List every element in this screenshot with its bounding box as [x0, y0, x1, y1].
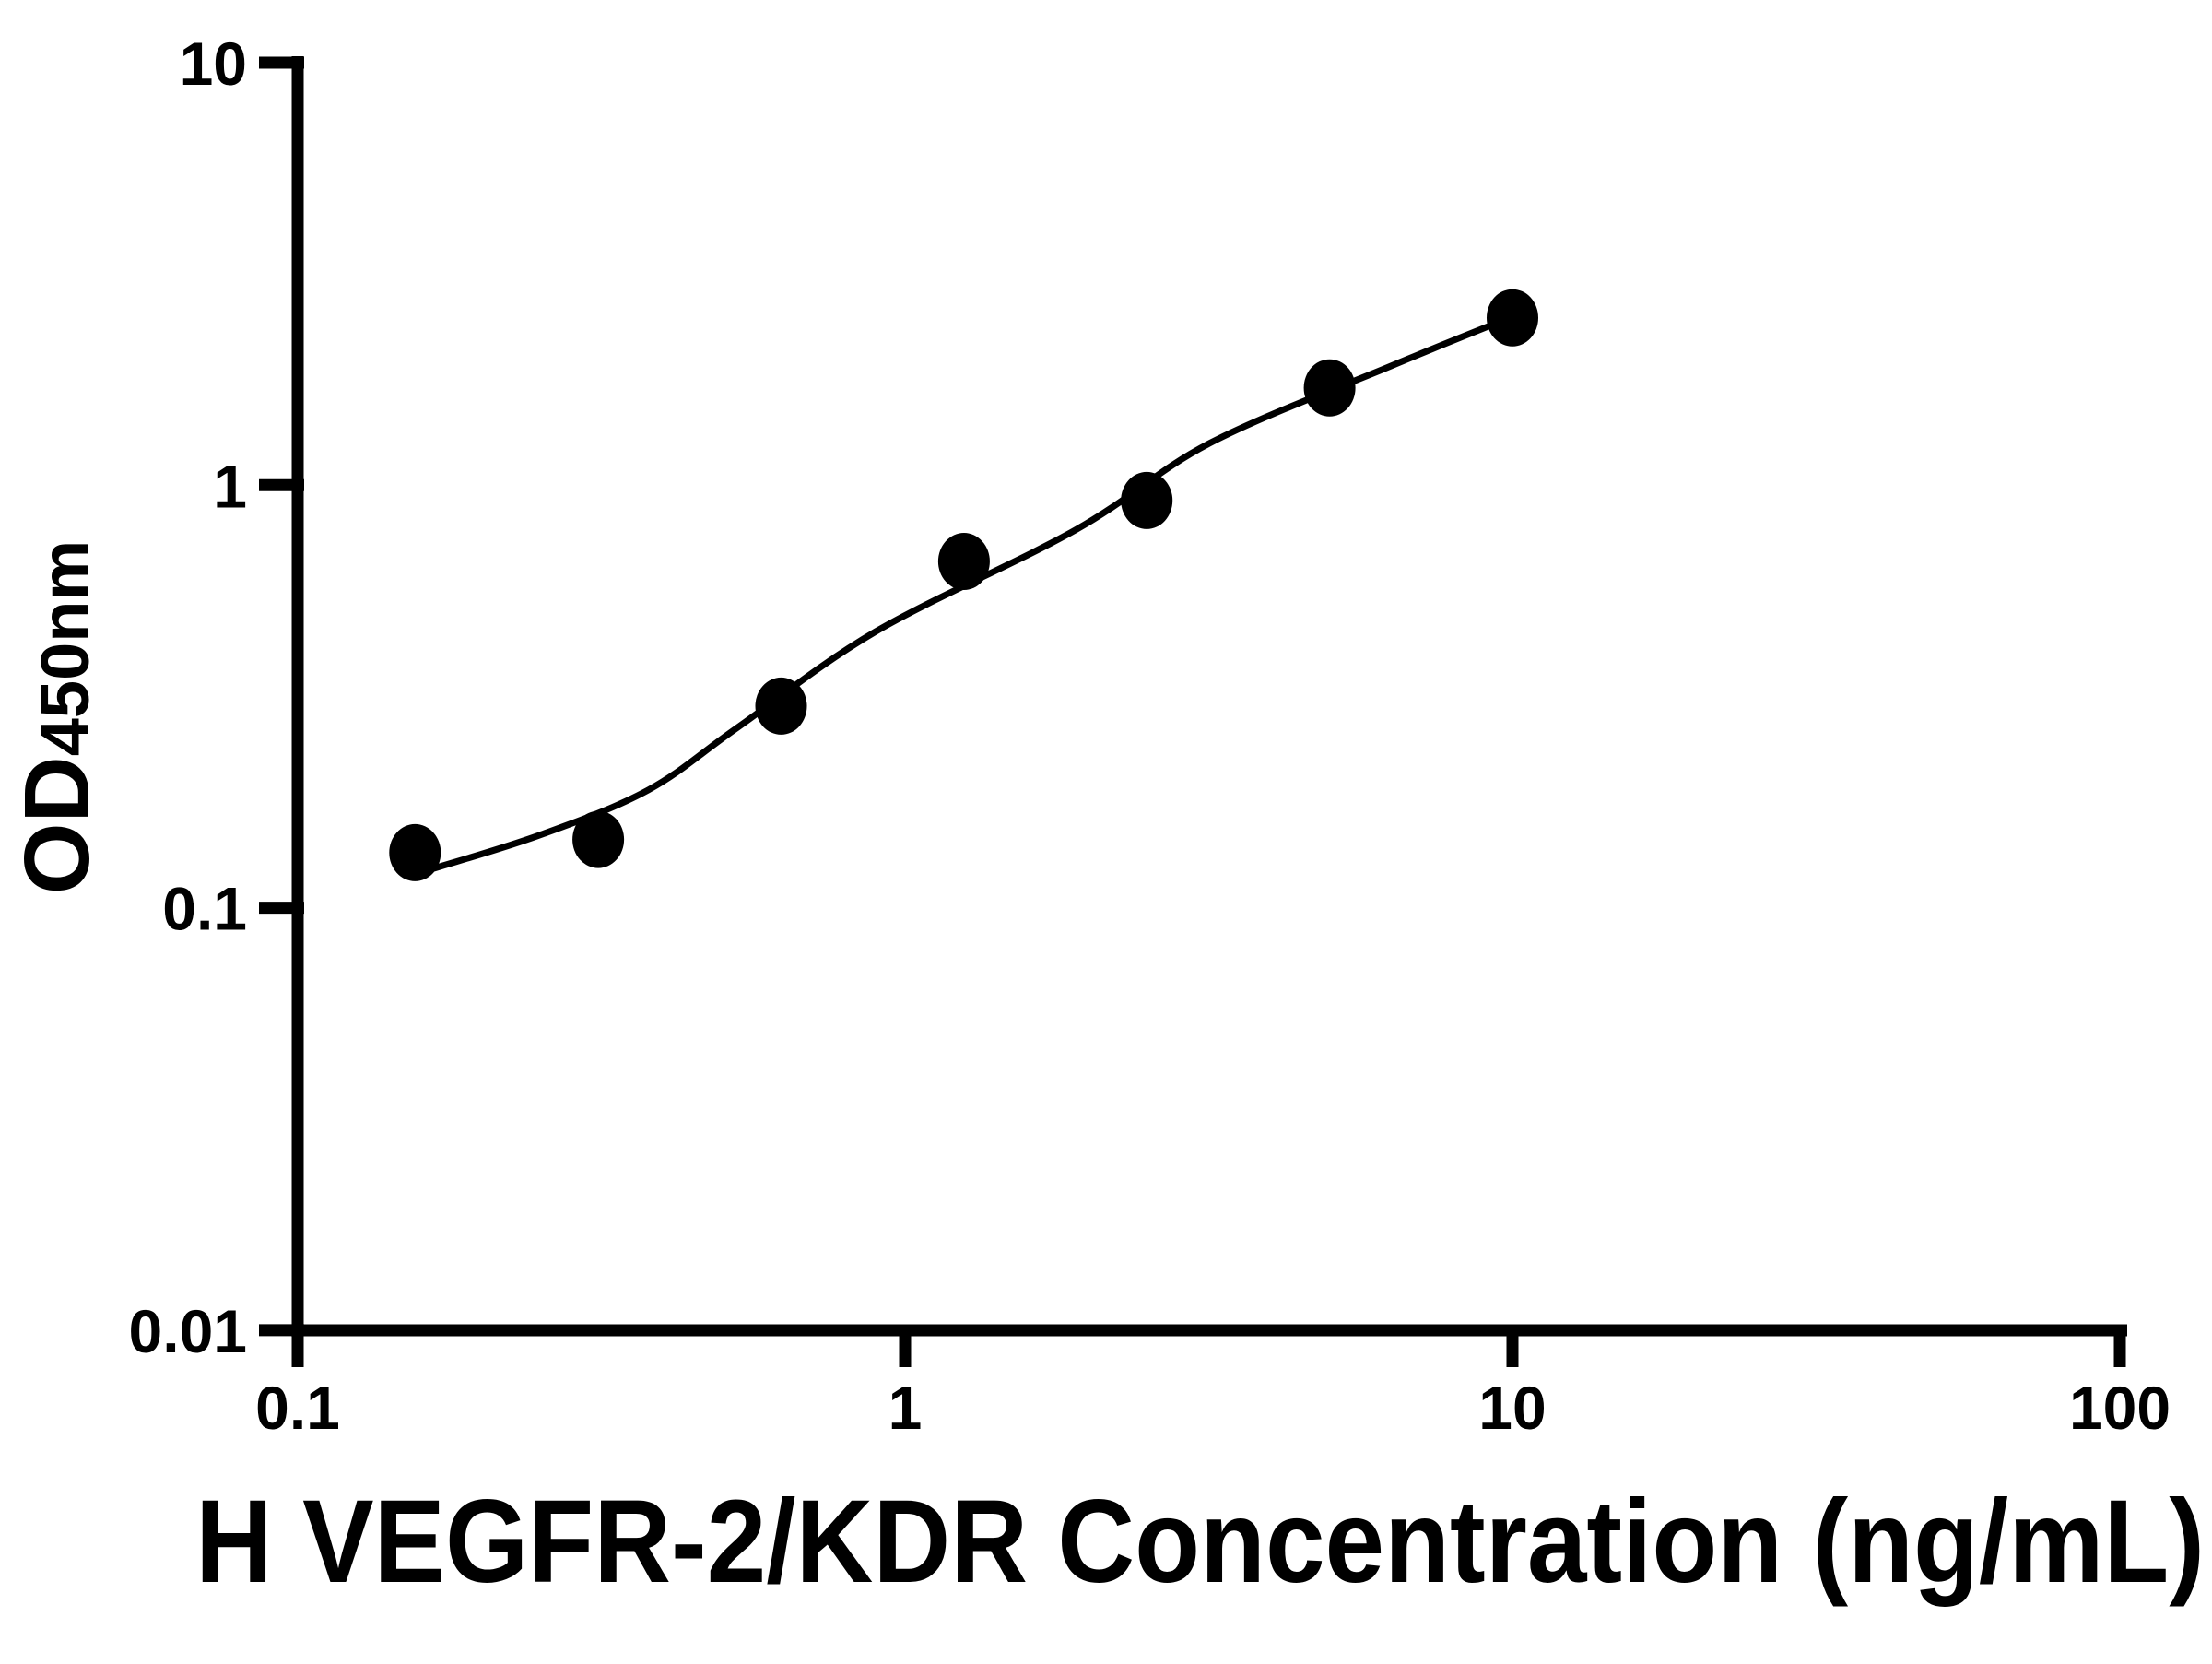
x-axis: 0.1 1 10 100: [255, 1324, 2171, 1442]
y-axis-title: OD450nm: [6, 540, 109, 894]
x-tick-label: 0.1: [255, 1374, 340, 1442]
y-axis-title-subscript: 450nm: [27, 540, 103, 756]
y-tick-label: 1: [213, 452, 247, 520]
data-point: [1303, 359, 1356, 417]
y-tick-label: 0.1: [162, 875, 247, 943]
x-tick-label: 1: [888, 1374, 923, 1442]
data-point: [572, 810, 625, 868]
y-axis-ticks: 0.01 0.1 1 10: [129, 30, 304, 1365]
data-point: [389, 823, 441, 881]
x-tick-label: 10: [1478, 1374, 1546, 1442]
y-tick-label: 0.01: [129, 1297, 247, 1365]
data-point: [755, 677, 807, 735]
data-point-group: [389, 289, 1538, 881]
y-axis: 0.01 0.1 1 10: [129, 30, 304, 1365]
y-tick-label: 10: [180, 30, 247, 98]
x-axis-title: H VEGFR-2/KDR Concentration (ng/mL): [195, 1476, 2205, 1608]
data-point: [1121, 471, 1173, 529]
data-point: [937, 533, 990, 590]
data-point: [1487, 289, 1538, 347]
x-tick-label: 100: [2069, 1374, 2171, 1442]
x-axis-ticks: 0.1 1 10 100: [255, 1330, 2171, 1442]
y-axis-title-main: OD: [6, 756, 109, 894]
